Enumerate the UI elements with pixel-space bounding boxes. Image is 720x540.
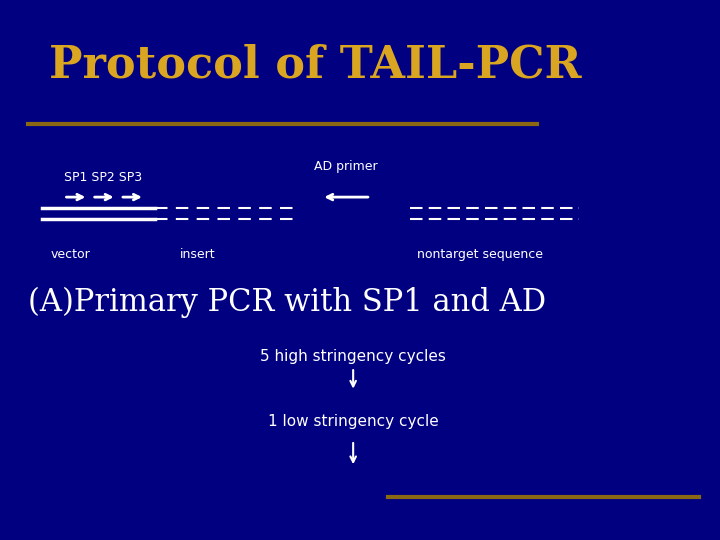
Text: 5 high stringency cycles: 5 high stringency cycles [260,349,446,364]
Text: insert: insert [180,248,215,261]
Text: vector: vector [50,248,91,261]
Text: AD primer: AD primer [315,160,378,173]
Text: Protocol of TAIL-PCR: Protocol of TAIL-PCR [50,43,582,86]
Text: 1 low stringency cycle: 1 low stringency cycle [268,414,438,429]
Text: SP1 SP2 SP3: SP1 SP2 SP3 [63,171,142,184]
Text: nontarget sequence: nontarget sequence [418,248,544,261]
Text: (A)Primary PCR with SP1 and AD: (A)Primary PCR with SP1 and AD [28,287,546,318]
